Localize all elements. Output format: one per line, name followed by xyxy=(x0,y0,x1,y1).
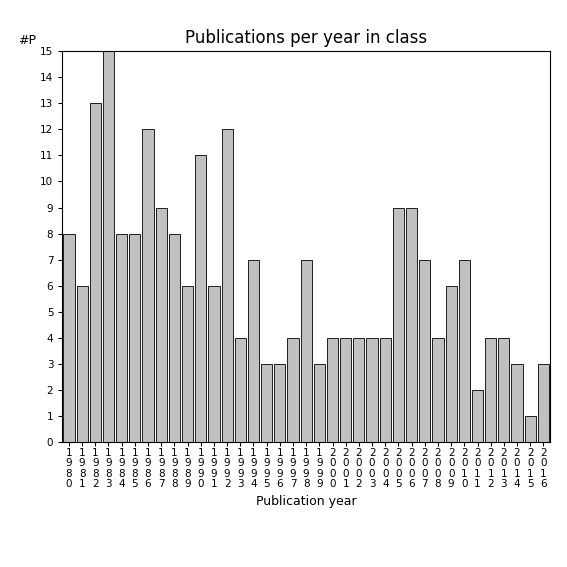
Title: Publications per year in class: Publications per year in class xyxy=(185,29,428,46)
Bar xyxy=(155,208,167,442)
Bar xyxy=(182,286,193,442)
Bar xyxy=(511,364,523,442)
Bar xyxy=(301,260,312,442)
Bar xyxy=(314,364,325,442)
X-axis label: Publication year: Publication year xyxy=(256,494,357,507)
Bar xyxy=(287,338,299,442)
Bar xyxy=(446,286,457,442)
Bar xyxy=(261,364,272,442)
Bar xyxy=(77,286,88,442)
Bar xyxy=(393,208,404,442)
Bar xyxy=(64,234,74,442)
Bar xyxy=(406,208,417,442)
Bar xyxy=(248,260,259,442)
Bar xyxy=(353,338,365,442)
Bar xyxy=(433,338,443,442)
Bar xyxy=(129,234,141,442)
Bar xyxy=(235,338,246,442)
Bar xyxy=(169,234,180,442)
Bar xyxy=(340,338,352,442)
Bar xyxy=(90,103,101,442)
Bar xyxy=(498,338,510,442)
Bar xyxy=(208,286,219,442)
Bar xyxy=(116,234,127,442)
Bar xyxy=(485,338,496,442)
Bar xyxy=(366,338,378,442)
Bar xyxy=(524,416,536,442)
Bar xyxy=(103,51,114,442)
Bar xyxy=(274,364,285,442)
Bar xyxy=(195,155,206,442)
Bar xyxy=(538,364,549,442)
Bar xyxy=(222,129,232,442)
Bar xyxy=(419,260,430,442)
Text: #P: #P xyxy=(19,34,36,47)
Bar xyxy=(380,338,391,442)
Bar xyxy=(459,260,470,442)
Bar xyxy=(472,390,483,442)
Bar xyxy=(142,129,154,442)
Bar xyxy=(327,338,338,442)
